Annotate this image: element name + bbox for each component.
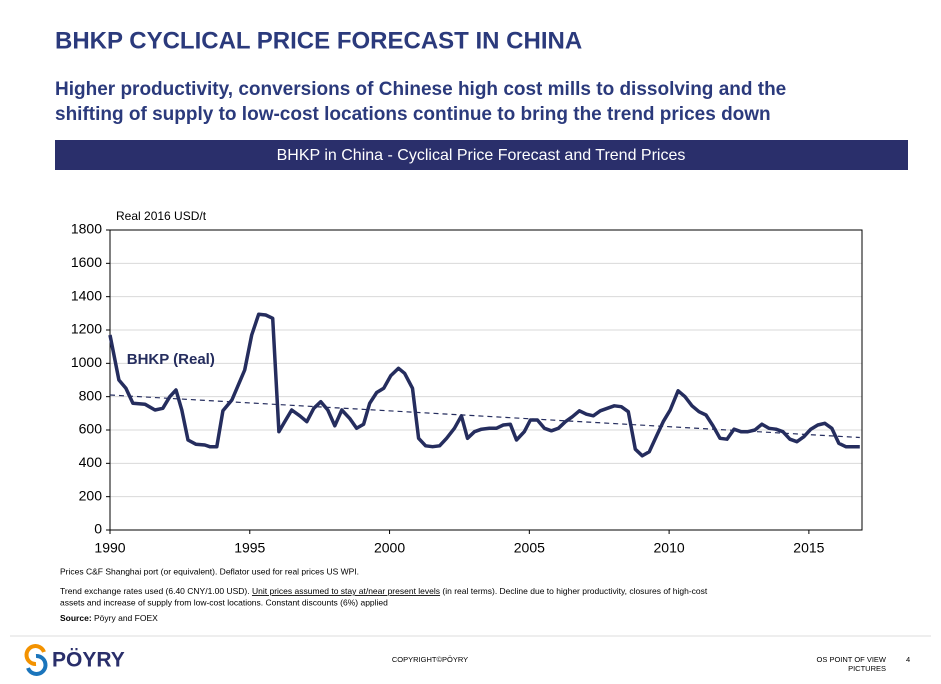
x-tick-label: 2010 [654, 540, 685, 556]
series-label: BHKP (Real) [127, 351, 215, 368]
footer-right: OS POINT OF VIEW [817, 655, 887, 664]
y-tick-label: 400 [79, 454, 103, 470]
y-tick-label: 600 [79, 421, 103, 437]
y-axis-label: Real 2016 USD/t [116, 209, 207, 223]
page-number: 4 [906, 655, 910, 664]
series-line [108, 312, 860, 458]
y-tick-label: 1800 [71, 221, 102, 237]
source-label: Source: [60, 613, 92, 623]
note: Trend exchange rates used (6.40 CNY/1.00… [60, 586, 708, 596]
y-tick-label: 0 [94, 521, 102, 537]
source: Pöyry and FOEX [92, 613, 158, 623]
x-tick-label: 2005 [514, 540, 545, 556]
note: assets and increase of supply from low-c… [60, 597, 388, 607]
x-tick-label: 2015 [793, 540, 824, 556]
y-tick-label: 200 [79, 487, 103, 503]
chart-title: BHKP in China - Cyclical Price Forecast … [277, 147, 686, 164]
trend-line [109, 394, 860, 439]
footer-right: PICTURES [848, 664, 886, 673]
x-tick-label: 2000 [374, 540, 405, 556]
chart-banner [55, 140, 908, 170]
plot-frame [109, 229, 863, 531]
y-tick-label: 1200 [71, 321, 102, 337]
subtitle: Higher productivity, conversions of Chin… [55, 79, 786, 100]
logo-text: PÖYRY [52, 649, 125, 672]
subtitle: shifting of supply to low-cost locations… [55, 104, 771, 125]
note: Prices C&F Shanghai port (or equivalent)… [60, 566, 359, 576]
slide-title: BHKP CYCLICAL PRICE FORECAST IN CHINA [55, 27, 582, 54]
y-tick-label: 800 [79, 387, 103, 403]
x-tick-label: 1990 [94, 540, 125, 556]
y-tick-label: 1400 [71, 287, 102, 303]
note-part: Unit prices assumed to stay at/near pres… [252, 586, 440, 596]
note: Source: Pöyry and FOEX [60, 613, 158, 623]
x-tick-label: 1995 [234, 540, 265, 556]
note-part: Trend exchange rates used (6.40 CNY/1.00… [60, 586, 252, 596]
plot: 0 200 400 600 800 1000 1200 1400 1600 1800 1990 199… [71, 221, 863, 556]
note-part: (in real terms). Decline due to higher p… [440, 586, 708, 596]
y-tick-label: 1600 [71, 254, 102, 270]
copyright: COPYRIGHT©PÖYRY [392, 655, 468, 664]
logo-icon [24, 644, 48, 676]
y-tick-label: 1000 [71, 354, 102, 370]
